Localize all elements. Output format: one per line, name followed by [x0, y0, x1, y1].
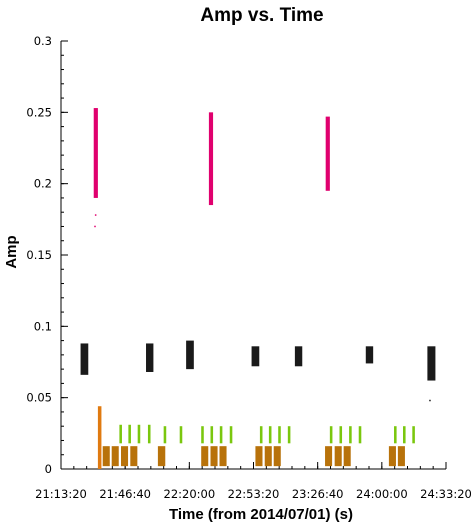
- data-cluster: [343, 446, 351, 467]
- data-cluster: [325, 116, 330, 191]
- x-tick-label: 21:13:20: [35, 487, 87, 501]
- x-tick-label: 24:00:00: [356, 487, 408, 501]
- x-tick-label: 22:53:20: [228, 487, 280, 501]
- data-cluster: [255, 446, 263, 467]
- data-cluster: [163, 426, 167, 444]
- y-tick-label: 0: [45, 462, 52, 476]
- data-cluster: [219, 446, 227, 467]
- data-cluster: [339, 426, 343, 444]
- x-tick-label: 21:46:40: [99, 487, 151, 501]
- data-cluster: [147, 424, 151, 444]
- data-cluster: [394, 426, 397, 444]
- data-cluster: [219, 426, 223, 444]
- x-tick-label: 22:20:00: [164, 487, 216, 501]
- data-cluster: [201, 446, 209, 467]
- data-cluster: [111, 446, 119, 467]
- data-cluster: [80, 343, 89, 375]
- data-cluster: [268, 426, 272, 444]
- data-cluster: [157, 446, 166, 467]
- x-axis-label: Time (from 2014/07/01) (s): [169, 506, 353, 523]
- data-cluster: [229, 426, 233, 444]
- data-cluster: [120, 446, 129, 467]
- y-tick-label: 0.3: [34, 34, 52, 48]
- data-cluster: [334, 446, 342, 467]
- y-tick-label: 0.05: [26, 391, 52, 405]
- data-cluster: [210, 426, 214, 444]
- data-cluster: [273, 446, 281, 467]
- data-cluster: [186, 340, 194, 370]
- y-axis-label: Amp: [3, 235, 20, 268]
- data-cluster: [259, 426, 263, 444]
- data-point: [429, 399, 431, 402]
- data-cluster: [102, 446, 110, 467]
- chart-title: Amp vs. Time: [200, 5, 323, 26]
- series-0: [93, 108, 330, 228]
- series-4: [97, 406, 102, 469]
- data-cluster: [201, 426, 204, 444]
- series-2: [119, 424, 415, 444]
- y-tick-label: 0.2: [34, 177, 52, 191]
- plot-area: [80, 108, 436, 469]
- x-tick-label: 24:33:20: [420, 487, 471, 501]
- data-cluster: [329, 426, 333, 444]
- data-cluster: [397, 446, 405, 467]
- series-3: [102, 446, 405, 467]
- data-cluster: [93, 108, 98, 198]
- data-cluster: [412, 426, 415, 444]
- data-cluster: [349, 426, 352, 444]
- data-cluster: [325, 446, 333, 467]
- data-cluster: [179, 426, 183, 444]
- x-tick-label: 23:26:40: [292, 487, 344, 501]
- data-cluster: [146, 343, 154, 372]
- data-cluster: [388, 446, 396, 467]
- data-cluster: [137, 424, 141, 444]
- data-cluster: [128, 424, 131, 444]
- axes: 0 0.05 0.1 0.15 0.2 0.25 0.3 21:13:20 21:46:40 22…: [26, 34, 471, 501]
- y-tick-label: 0.1: [34, 319, 52, 333]
- y-tick-label: 0.15: [26, 248, 52, 262]
- data-cluster: [278, 426, 281, 444]
- series-1: [80, 340, 436, 402]
- data-cluster: [403, 426, 406, 444]
- data-cluster: [427, 346, 436, 381]
- data-cluster: [97, 406, 102, 469]
- data-cluster: [119, 424, 122, 444]
- data-cluster: [251, 346, 260, 367]
- data-cluster: [130, 446, 138, 467]
- data-cluster: [365, 346, 374, 364]
- data-cluster: [208, 112, 214, 206]
- data-point: [94, 225, 96, 228]
- y-tick-label: 0.25: [26, 105, 52, 119]
- data-cluster: [294, 346, 303, 367]
- data-cluster: [287, 426, 291, 444]
- data-cluster: [210, 446, 218, 467]
- data-cluster: [358, 426, 362, 444]
- data-cluster: [264, 446, 272, 467]
- data-point: [94, 214, 97, 216]
